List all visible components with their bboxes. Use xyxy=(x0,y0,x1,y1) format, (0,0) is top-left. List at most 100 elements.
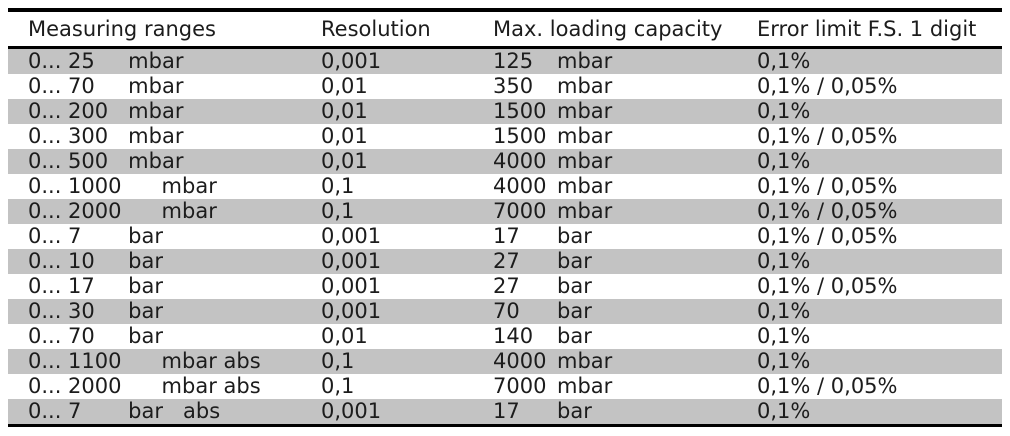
measuring-range-cell: 0... 10 bar xyxy=(28,249,163,273)
capacity-value: 7000 xyxy=(493,199,547,223)
capacity-value: 27 xyxy=(493,274,520,298)
table-row: 0... 300 mbar 0,01 1500 mbar 0,1% / 0,05% xyxy=(8,124,1002,149)
error-limit-cell: 0,1% / 0,05% xyxy=(757,74,898,98)
error-limit-cell: 0,1% xyxy=(757,149,811,173)
capacity-unit: mbar xyxy=(557,349,613,373)
capacity-unit: bar xyxy=(557,224,592,248)
table-row: 0... 17 bar 0,001 27 bar 0,1% / 0,05% xyxy=(8,274,1002,299)
table-row: 0... 70 bar 0,01 140 bar 0,1% xyxy=(8,324,1002,349)
bottom-rule xyxy=(8,424,1002,427)
measuring-range-cell: 0... 2000 mbar xyxy=(28,199,217,223)
error-limit-cell: 0,1% xyxy=(757,249,811,273)
error-limit-cell: 0,1% xyxy=(757,349,811,373)
measuring-range-cell: 0... 1000 mbar xyxy=(28,174,217,198)
error-limit-cell: 0,1% / 0,05% xyxy=(757,174,898,198)
capacity-unit: mbar xyxy=(557,74,613,98)
max-loading-capacity-cell: 17 bar xyxy=(493,399,757,424)
capacity-unit: mbar xyxy=(557,124,613,148)
capacity-unit: bar xyxy=(557,299,592,323)
measuring-range-cell: 0... 500 mbar xyxy=(28,149,184,173)
capacity-unit: mbar xyxy=(557,374,613,398)
table-row: 0... 25 mbar 0,001 125 mbar 0,1% xyxy=(8,49,1002,74)
error-limit-cell: 0,1% xyxy=(757,399,811,423)
table-row: 0... 1000 mbar 0,1 4000 mbar 0,1% / 0,05% xyxy=(8,174,1002,199)
max-loading-capacity-cell: 7000 mbar xyxy=(493,199,757,224)
table-body: 0... 25 mbar 0,001 125 mbar 0,1% 0... 70 … xyxy=(8,49,1002,424)
capacity-value: 4000 xyxy=(493,349,547,373)
resolution-cell: 0,01 xyxy=(321,324,368,348)
resolution-cell: 0,01 xyxy=(321,99,368,123)
capacity-value: 17 xyxy=(493,224,520,248)
resolution-cell: 0,1 xyxy=(321,174,355,198)
resolution-cell: 0,01 xyxy=(321,74,368,98)
measuring-range-cell: 0... 30 bar xyxy=(28,299,163,323)
column-header-measuring-ranges: Measuring ranges xyxy=(28,17,216,41)
table-row: 0... 30 bar 0,001 70 bar 0,1% xyxy=(8,299,1002,324)
measuring-range-cell: 0... 25 mbar xyxy=(28,49,184,73)
table-row: 0... 7 bar 0,001 17 bar 0,1% / 0,05% xyxy=(8,224,1002,249)
max-loading-capacity-cell: 350 mbar xyxy=(493,74,757,99)
measuring-range-cell: 0... 7 bar xyxy=(28,224,163,248)
measuring-range-cell: 0... 17 bar xyxy=(28,274,163,298)
capacity-value: 17 xyxy=(493,399,520,423)
measuring-range-cell: 0... 200 mbar xyxy=(28,99,184,123)
max-loading-capacity-cell: 27 bar xyxy=(493,274,757,299)
resolution-cell: 0,1 xyxy=(321,199,355,223)
capacity-unit: bar xyxy=(557,399,592,423)
table-row: 0... 10 bar 0,001 27 bar 0,1% xyxy=(8,249,1002,274)
resolution-cell: 0,001 xyxy=(321,49,382,73)
capacity-value: 140 xyxy=(493,324,534,348)
capacity-unit: mbar xyxy=(557,199,613,223)
capacity-value: 4000 xyxy=(493,174,547,198)
measuring-range-cell: 0... 70 bar xyxy=(28,324,163,348)
capacity-unit: bar xyxy=(557,249,592,273)
error-limit-cell: 0,1% xyxy=(757,299,811,323)
resolution-cell: 0,1 xyxy=(321,374,355,398)
pressure-spec-table: Measuring ranges Resolution Max. loading… xyxy=(8,8,1002,427)
table-row: 0... 2000 mbar abs 0,1 7000 mbar 0,1% / 0… xyxy=(8,374,1002,399)
column-header-error-limit: Error limit F.S. 1 digit xyxy=(757,17,977,41)
error-limit-cell: 0,1% / 0,05% xyxy=(757,224,898,248)
max-loading-capacity-cell: 140 bar xyxy=(493,324,757,349)
error-limit-cell: 0,1% / 0,05% xyxy=(757,199,898,223)
capacity-unit: bar xyxy=(557,324,592,348)
error-limit-cell: 0,1% / 0,05% xyxy=(757,374,898,398)
max-loading-capacity-cell: 17 bar xyxy=(493,224,757,249)
table-row: 0... 70 mbar 0,01 350 mbar 0,1% / 0,05% xyxy=(8,74,1002,99)
table-row: 0... 1100 mbar abs 0,1 4000 mbar 0,1% xyxy=(8,349,1002,374)
capacity-unit: mbar xyxy=(557,99,613,123)
measuring-range-cell: 0... 300 mbar xyxy=(28,124,184,148)
measuring-range-cell: 0... 70 mbar xyxy=(28,74,184,98)
column-header-resolution: Resolution xyxy=(321,17,431,41)
capacity-value: 1500 xyxy=(493,99,547,123)
resolution-cell: 0,001 xyxy=(321,224,382,248)
resolution-cell: 0,01 xyxy=(321,149,368,173)
error-limit-cell: 0,1% xyxy=(757,49,811,73)
capacity-unit: mbar xyxy=(557,174,613,198)
max-loading-capacity-cell: 1500 mbar xyxy=(493,99,757,124)
max-loading-capacity-cell: 1500 mbar xyxy=(493,124,757,149)
error-limit-cell: 0,1% / 0,05% xyxy=(757,124,898,148)
table-row: 0... 2000 mbar 0,1 7000 mbar 0,1% / 0,05% xyxy=(8,199,1002,224)
capacity-unit: bar xyxy=(557,274,592,298)
capacity-unit: mbar xyxy=(557,49,613,73)
table-row: 0... 200 mbar 0,01 1500 mbar 0,1% xyxy=(8,99,1002,124)
resolution-cell: 0,001 xyxy=(321,299,382,323)
measuring-range-cell: 0... 1100 mbar abs xyxy=(28,349,261,373)
max-loading-capacity-cell: 27 bar xyxy=(493,249,757,274)
max-loading-capacity-cell: 70 bar xyxy=(493,299,757,324)
measuring-range-cell: 0... 2000 mbar abs xyxy=(28,374,261,398)
table-header-row: Measuring ranges Resolution Max. loading… xyxy=(8,12,1002,46)
resolution-cell: 0,001 xyxy=(321,399,382,423)
max-loading-capacity-cell: 4000 mbar xyxy=(493,149,757,174)
error-limit-cell: 0,1% / 0,05% xyxy=(757,274,898,298)
error-limit-cell: 0,1% xyxy=(757,324,811,348)
max-loading-capacity-cell: 125 mbar xyxy=(493,49,757,74)
capacity-value: 27 xyxy=(493,249,520,273)
capacity-unit: mbar xyxy=(557,149,613,173)
capacity-value: 70 xyxy=(493,299,520,323)
error-limit-cell: 0,1% xyxy=(757,99,811,123)
resolution-cell: 0,001 xyxy=(321,249,382,273)
capacity-value: 125 xyxy=(493,49,534,73)
resolution-cell: 0,001 xyxy=(321,274,382,298)
